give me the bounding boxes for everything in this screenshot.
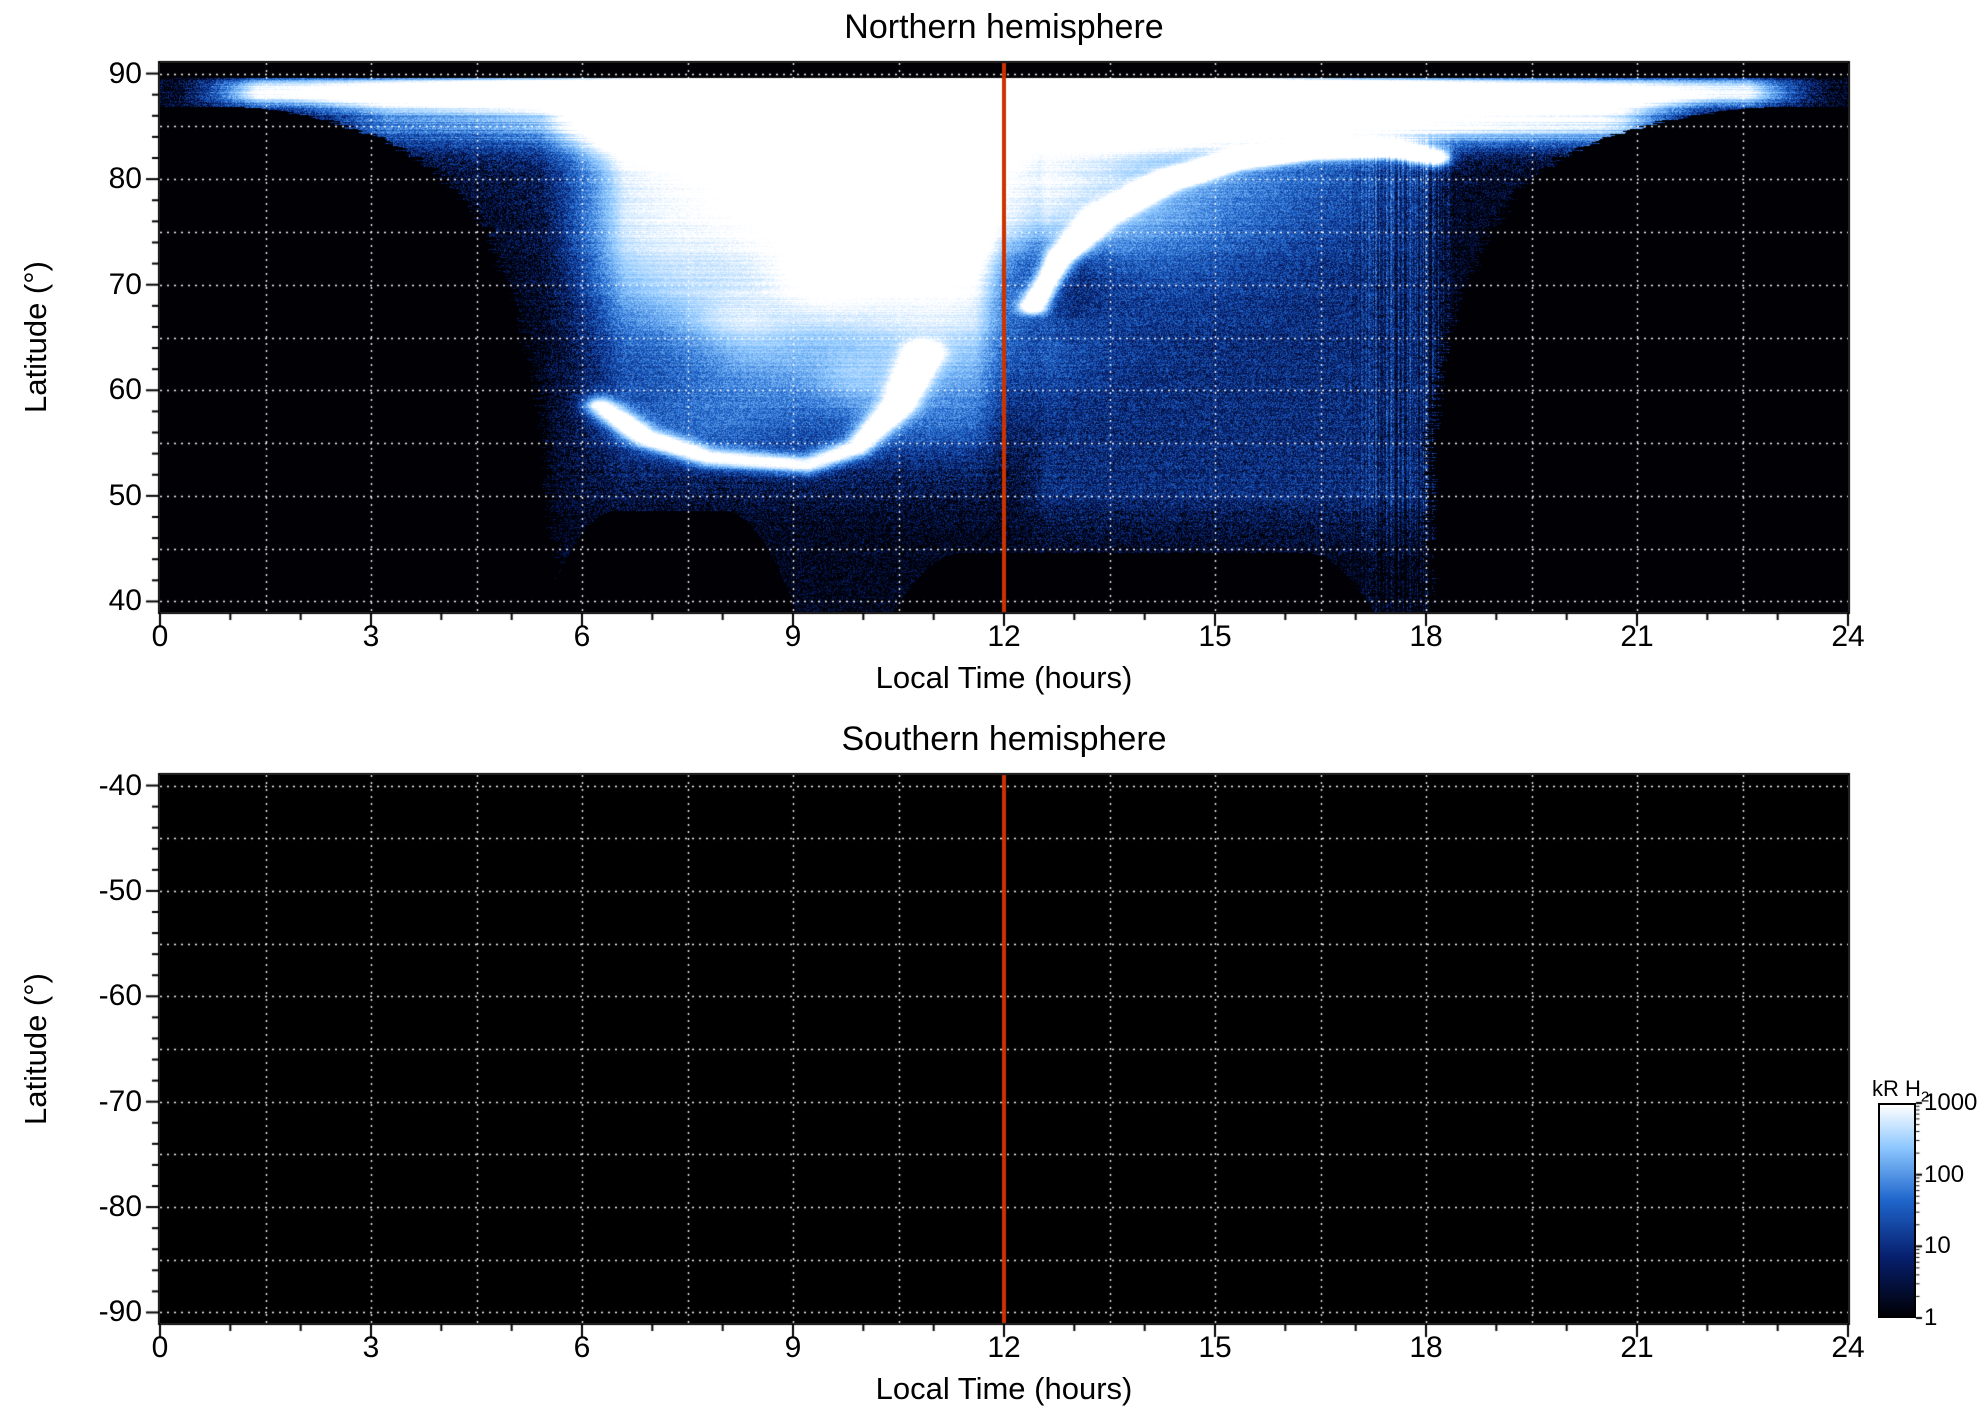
tick-label: 21 [1620, 620, 1654, 653]
tick-label: -40 [98, 768, 142, 802]
tick-label: 90 [108, 56, 142, 90]
tick-label: 21 [1620, 1331, 1654, 1364]
tick-label: 12 [987, 620, 1021, 653]
colorbar-label: kR H2 [1872, 1076, 1929, 1105]
tick-label: 6 [573, 1331, 591, 1364]
tick-label: 50 [108, 478, 142, 512]
tick-label: 24 [1831, 620, 1865, 653]
south-y-axis-label: Latitude (°) [18, 973, 53, 1125]
tick-label: 0 [151, 1331, 169, 1364]
tick-label: 10 [1924, 1232, 1951, 1260]
tick-label: -90 [98, 1295, 142, 1329]
north-x-axis-label: Local Time (hours) [875, 660, 1133, 695]
tick-label: 18 [1409, 1331, 1443, 1364]
tick-label: 18 [1409, 620, 1443, 653]
tick-label: 40 [108, 584, 142, 618]
north-y-axis-label: Latitude (°) [18, 261, 53, 413]
colorbar-label-subscript: 2 [1920, 1088, 1930, 1106]
tick-label: -60 [98, 979, 142, 1013]
colorbar-label-text: kR H [1872, 1076, 1921, 1101]
south-heatmap [160, 775, 1848, 1323]
tick-label: 0 [151, 620, 169, 653]
tick-label: 6 [573, 620, 591, 653]
tick-label: -50 [98, 873, 142, 907]
south-panel-title: Southern hemisphere [841, 720, 1167, 758]
colorbar-gradient [1878, 1103, 1916, 1318]
tick-label: 100 [1924, 1160, 1965, 1188]
tick-label: 70 [108, 267, 142, 301]
tick-label: 9 [784, 1331, 802, 1364]
tick-label: 60 [108, 373, 142, 407]
tick-label: 3 [362, 1331, 380, 1364]
tick-label: 9 [784, 620, 802, 653]
north-heatmap [160, 63, 1848, 612]
tick-label: -70 [98, 1084, 142, 1118]
tick-label: -80 [98, 1190, 142, 1224]
tick-label: 15 [1198, 620, 1232, 653]
north-panel-title: Northern hemisphere [844, 8, 1164, 46]
tick-label: 80 [108, 162, 142, 196]
tick-label: 24 [1831, 1331, 1865, 1364]
tick-label: 3 [362, 620, 380, 653]
tick-label: 12 [987, 1331, 1021, 1364]
tick-label: 1 [1924, 1304, 1938, 1331]
tick-label: 1000 [1924, 1089, 1978, 1116]
south-x-axis-label: Local Time (hours) [875, 1371, 1133, 1406]
tick-label: 15 [1198, 1331, 1232, 1364]
